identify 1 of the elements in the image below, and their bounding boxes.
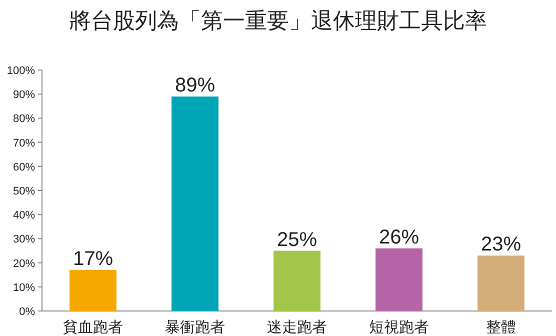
- title: 將台股列為「第一重要」退休理財工具比率: [69, 8, 487, 33]
